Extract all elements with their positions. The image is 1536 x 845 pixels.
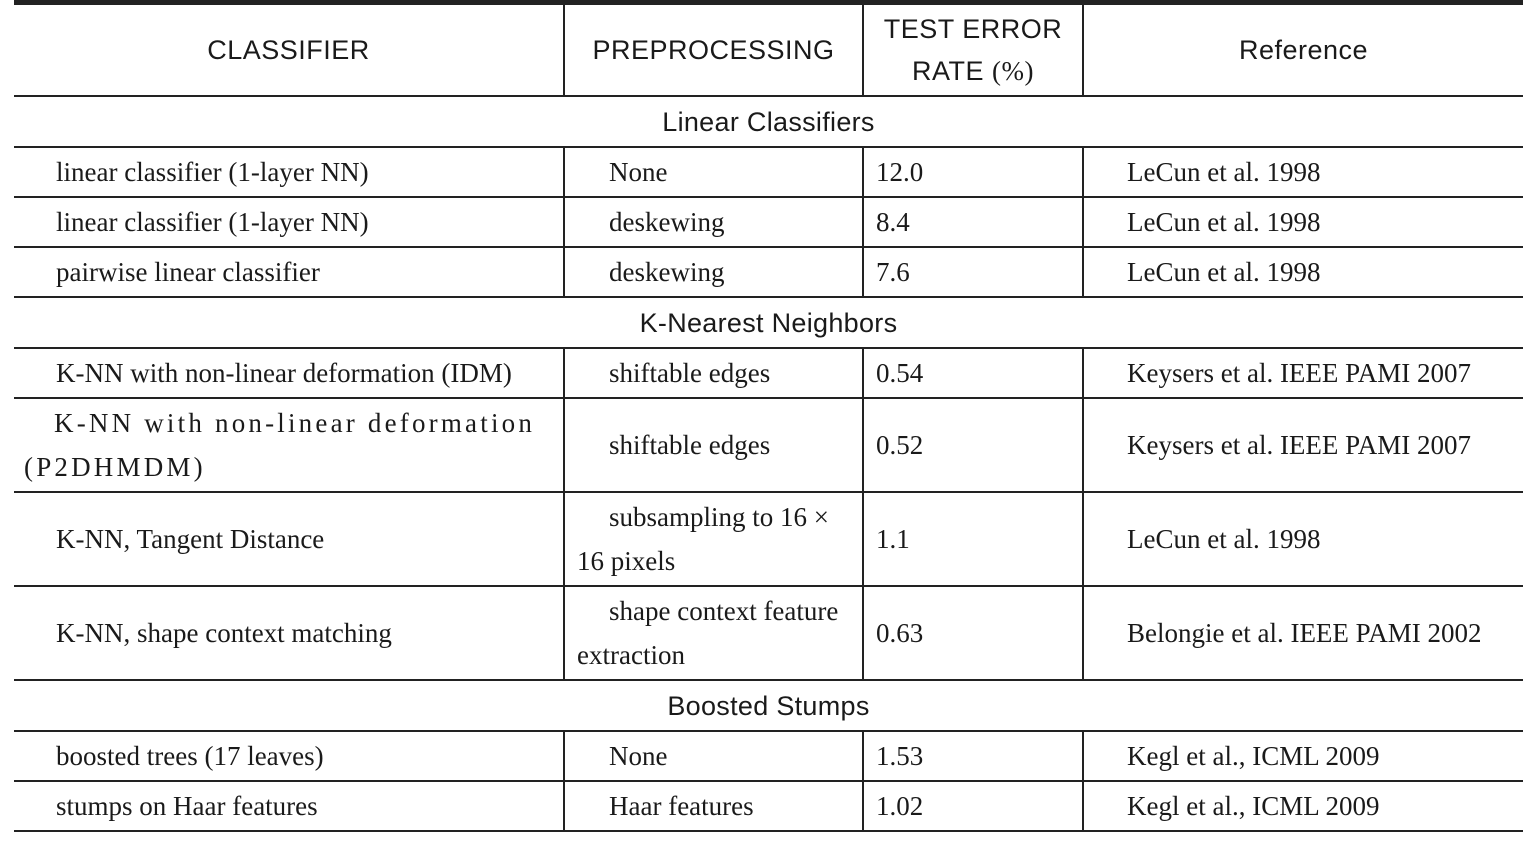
- table-row: stumps on Haar features Haar features 1.…: [14, 781, 1523, 832]
- table-row: K-NN with non-linear deformation (P2DHMD…: [14, 398, 1523, 493]
- header-preprocessing: PREPROCESSING: [563, 2, 863, 97]
- header-error-line2: RATE: [911, 56, 984, 86]
- cell-error-rate: 0.54: [862, 348, 1083, 399]
- cell-preprocessing: subsampling to 16 × 16 pixels: [563, 492, 863, 587]
- cell-reference: Keysers et al. IEEE PAMI 2007: [1082, 398, 1523, 493]
- cell-classifier: linear classifier (1-layer NN): [14, 197, 564, 248]
- cell-reference: Kegl et al., ICML 2009: [1082, 781, 1523, 832]
- cell-preprocessing: None: [563, 731, 863, 782]
- header-error-unit: (%): [992, 56, 1034, 86]
- table-row: K-NN, Tangent Distance subsampling to 16…: [14, 492, 1523, 587]
- cell-classifier: boosted trees (17 leaves): [14, 731, 564, 782]
- section-row: Linear Classifiers: [14, 96, 1523, 148]
- cell-preprocessing: shape context feature extraction: [563, 586, 863, 681]
- cell-error-rate: 0.63: [862, 586, 1083, 681]
- header-error-rate: TEST ERROR RATE (%): [862, 2, 1083, 97]
- cell-error-rate: 8.4: [862, 197, 1083, 248]
- cell-reference: Keysers et al. IEEE PAMI 2007: [1082, 348, 1523, 399]
- cell-classifier: K-NN, shape context matching: [14, 586, 564, 681]
- section-title: Linear Classifiers: [14, 96, 1523, 148]
- section-title: Boosted Stumps: [14, 680, 1523, 732]
- table-row: pairwise linear classifier deskewing 7.6…: [14, 247, 1523, 298]
- results-table: CLASSIFIER PREPROCESSING TEST ERROR RATE…: [14, 0, 1523, 832]
- header-classifier: CLASSIFIER: [14, 2, 564, 97]
- cell-error-rate: 1.53: [862, 731, 1083, 782]
- cell-error-rate: 1.1: [862, 492, 1083, 587]
- cell-preprocessing: Haar features: [563, 781, 863, 832]
- cell-reference: LeCun et al. 1998: [1082, 247, 1523, 298]
- cell-error-rate: 7.6: [862, 247, 1083, 298]
- table-row: linear classifier (1-layer NN) deskewing…: [14, 197, 1523, 248]
- table-row: K-NN, shape context matching shape conte…: [14, 586, 1523, 681]
- cell-reference: LeCun et al. 1998: [1082, 147, 1523, 198]
- section-row: K-Nearest Neighbors: [14, 297, 1523, 349]
- table-row: K-NN with non-linear deformation (IDM) s…: [14, 348, 1523, 399]
- cell-reference: Kegl et al., ICML 2009: [1082, 731, 1523, 782]
- cell-classifier: K-NN with non-linear deformation (P2DHMD…: [14, 398, 564, 493]
- cell-preprocessing: deskewing: [563, 247, 863, 298]
- cell-preprocessing: deskewing: [563, 197, 863, 248]
- cell-reference: Belongie et al. IEEE PAMI 2002: [1082, 586, 1523, 681]
- cell-reference: LeCun et al. 1998: [1082, 492, 1523, 587]
- table-row: boosted trees (17 leaves) None 1.53 Kegl…: [14, 731, 1523, 782]
- cell-preprocessing: shiftable edges: [563, 348, 863, 399]
- cell-classifier: linear classifier (1-layer NN): [14, 147, 564, 198]
- cell-classifier: pairwise linear classifier: [14, 247, 564, 298]
- cell-preprocessing: shiftable edges: [563, 398, 863, 493]
- results-table-wrapper: CLASSIFIER PREPROCESSING TEST ERROR RATE…: [14, 0, 1523, 832]
- cell-classifier: K-NN with non-linear deformation (IDM): [14, 348, 564, 399]
- header-error-line1: TEST ERROR: [883, 14, 1063, 44]
- section-title: K-Nearest Neighbors: [14, 297, 1523, 349]
- cell-classifier: stumps on Haar features: [14, 781, 564, 832]
- cell-error-rate: 1.02: [862, 781, 1083, 832]
- cell-reference: LeCun et al. 1998: [1082, 197, 1523, 248]
- header-row: CLASSIFIER PREPROCESSING TEST ERROR RATE…: [14, 2, 1523, 97]
- cell-error-rate: 12.0: [862, 147, 1083, 198]
- cell-classifier: K-NN, Tangent Distance: [14, 492, 564, 587]
- cell-error-rate: 0.52: [862, 398, 1083, 493]
- section-row: Boosted Stumps: [14, 680, 1523, 732]
- header-reference: Reference: [1082, 2, 1523, 97]
- table-row: linear classifier (1-layer NN) None 12.0…: [14, 147, 1523, 198]
- cell-preprocessing: None: [563, 147, 863, 198]
